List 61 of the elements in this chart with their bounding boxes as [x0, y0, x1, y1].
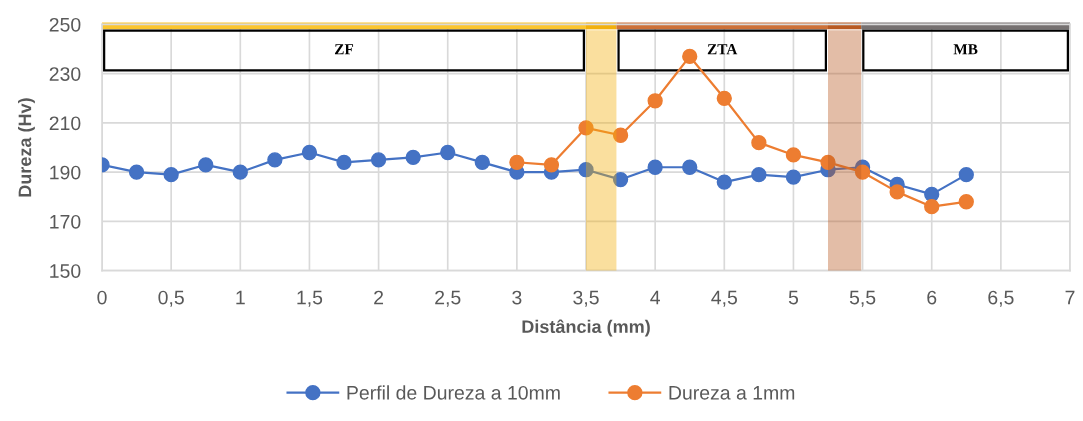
point — [751, 134, 767, 151]
annotation: ZTA — [707, 44, 738, 55]
x-tick-label: 3,5 — [573, 290, 599, 307]
y-tick-label: 190 — [50, 165, 81, 180]
legend-label: Perfil de Dureza a 10mm — [347, 385, 560, 400]
point — [785, 169, 802, 185]
point — [682, 48, 698, 65]
point — [647, 93, 663, 109]
point — [785, 147, 802, 163]
point — [889, 184, 905, 200]
y-tick-label: 170 — [50, 214, 81, 229]
point — [198, 157, 214, 173]
point — [958, 167, 974, 183]
point — [405, 149, 421, 166]
x-tick-label: 3 — [512, 290, 522, 305]
point — [509, 154, 525, 170]
y-tick-label: 210 — [49, 116, 81, 131]
point — [232, 164, 248, 180]
annotation: MB — [953, 44, 978, 55]
y-axis-title: Dureza (Hv) — [18, 98, 35, 197]
point — [716, 174, 732, 190]
x-tick-label: 2 — [374, 290, 384, 305]
point — [716, 90, 732, 106]
x-tick-label: 0,5 — [158, 290, 184, 307]
point — [751, 167, 767, 183]
point — [163, 167, 179, 183]
point — [958, 194, 974, 210]
x-tick-label: 1 — [236, 290, 245, 305]
point — [543, 157, 560, 173]
point — [820, 154, 836, 170]
y-tick-label: 230 — [49, 67, 81, 81]
point — [854, 164, 871, 180]
point — [682, 159, 698, 175]
x-tick-label: 7 — [1065, 290, 1075, 305]
y-tick-label: 150 — [50, 264, 81, 278]
y-tick-label: 250 — [49, 17, 81, 32]
point — [370, 152, 387, 168]
x-tick-label: 5 — [788, 290, 799, 305]
x-axis-title: Distância (mm) — [522, 319, 650, 337]
x-tick-label: 1,5 — [297, 290, 323, 307]
point — [578, 162, 594, 178]
x-tick-label: 0 — [97, 290, 107, 305]
point — [128, 164, 145, 180]
point — [612, 171, 629, 188]
point — [612, 127, 629, 143]
annotation: ZF — [334, 44, 354, 55]
x-tick-label: 5,5 — [849, 290, 876, 307]
point — [474, 154, 490, 170]
point — [336, 154, 352, 170]
x-tick-label: 6 — [927, 290, 937, 305]
legend-label: Dureza a 1mm — [669, 386, 795, 400]
x-tick-label: 4 — [650, 290, 660, 305]
point — [578, 120, 594, 136]
point — [267, 152, 283, 168]
point — [440, 144, 456, 161]
point — [301, 144, 318, 161]
x-tick-label: 2,5 — [435, 290, 461, 307]
x-tick-label: 4,5 — [711, 290, 737, 307]
x-tick-label: 6,5 — [988, 290, 1014, 307]
point — [647, 159, 663, 175]
point — [924, 199, 940, 215]
